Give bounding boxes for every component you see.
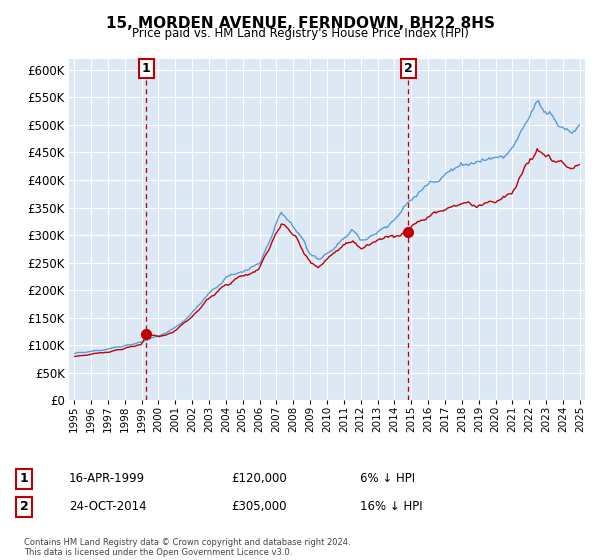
Text: 15, MORDEN AVENUE, FERNDOWN, BH22 8HS: 15, MORDEN AVENUE, FERNDOWN, BH22 8HS <box>106 16 494 31</box>
Text: 2: 2 <box>20 500 28 514</box>
Text: 1: 1 <box>142 62 151 75</box>
Text: 6% ↓ HPI: 6% ↓ HPI <box>360 472 415 486</box>
Text: 24-OCT-2014: 24-OCT-2014 <box>69 500 146 514</box>
Text: £120,000: £120,000 <box>231 472 287 486</box>
Text: £305,000: £305,000 <box>231 500 287 514</box>
Text: 16-APR-1999: 16-APR-1999 <box>69 472 145 486</box>
Text: Contains HM Land Registry data © Crown copyright and database right 2024.
This d: Contains HM Land Registry data © Crown c… <box>24 538 350 557</box>
Text: Price paid vs. HM Land Registry's House Price Index (HPI): Price paid vs. HM Land Registry's House … <box>131 27 469 40</box>
Text: 2: 2 <box>404 62 412 75</box>
Text: 1: 1 <box>20 472 28 486</box>
Text: 16% ↓ HPI: 16% ↓ HPI <box>360 500 422 514</box>
